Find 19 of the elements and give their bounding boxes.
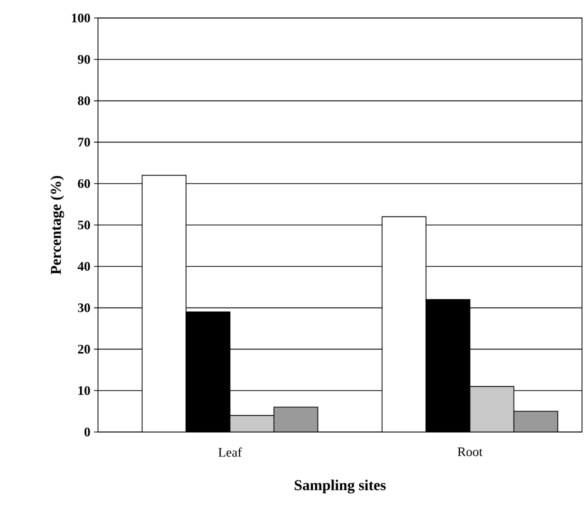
y-axis-title: Percentage (%)	[50, 176, 64, 274]
x-tick-label: Leaf	[218, 448, 242, 457]
bar	[470, 386, 514, 432]
y-tick-label: 0	[84, 428, 90, 436]
bar	[230, 415, 274, 432]
y-tick-label: 10	[78, 386, 90, 395]
y-tick-label: 40	[78, 262, 90, 271]
bar	[273, 406, 318, 432]
y-tick-label: 30	[78, 303, 90, 312]
bar	[513, 410, 558, 432]
y-tick-label: 50	[78, 220, 90, 230]
x-axis-title: Sampling sites	[294, 480, 386, 494]
y-tick-label: 100	[72, 14, 90, 22]
y-tick-label: 70	[78, 138, 90, 147]
y-tick-label: 60	[78, 179, 90, 188]
y-tick-label: 80	[78, 96, 90, 106]
x-tick-label: Root	[458, 448, 482, 456]
y-tick-label: 90	[78, 55, 90, 64]
y-tick-label: 20	[78, 344, 90, 354]
